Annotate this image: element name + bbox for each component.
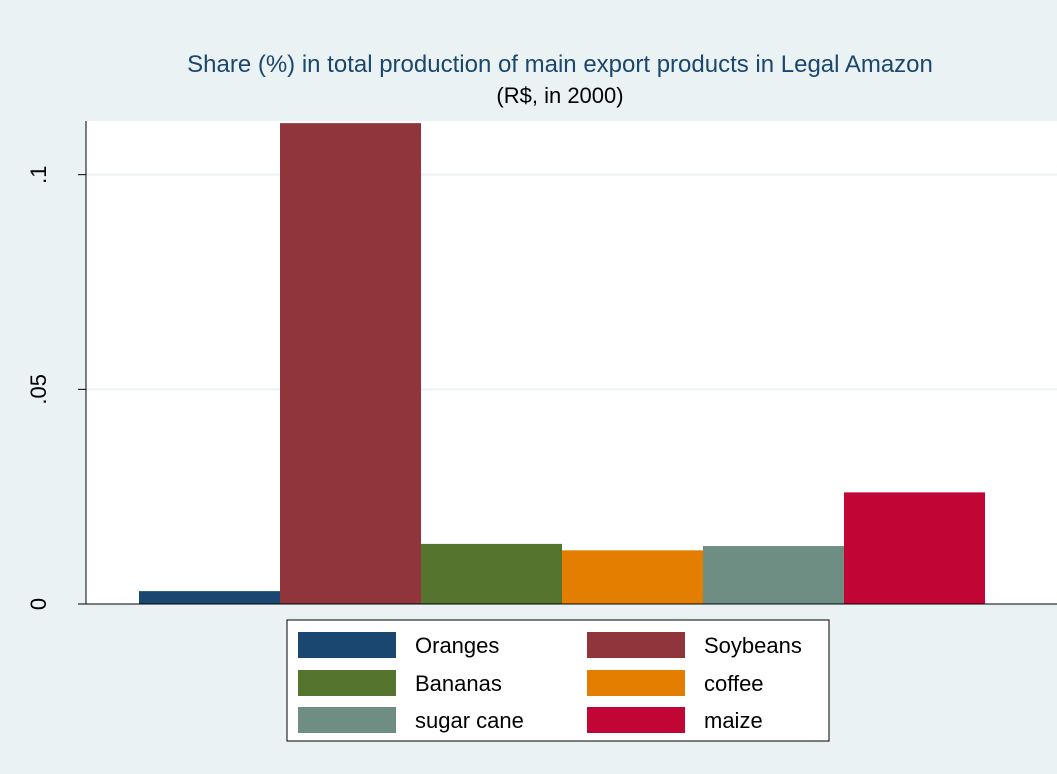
legend-swatch-soybeans xyxy=(587,632,685,658)
legend-label-sugar-cane: sugar cane xyxy=(415,708,524,733)
legend-label-oranges: Oranges xyxy=(415,633,499,658)
legend-swatch-bananas xyxy=(298,670,396,696)
legend-label-bananas: Bananas xyxy=(415,671,502,696)
gridlines xyxy=(86,173,1057,391)
legend-label-maize: maize xyxy=(704,708,763,733)
bar-maize xyxy=(844,492,985,604)
legend-label-coffee: coffee xyxy=(704,671,764,696)
y-tick-label: .1 xyxy=(26,165,51,183)
y-axis-ticks: 0 .05 .1 xyxy=(26,165,86,610)
y-tick-label: 0 xyxy=(26,598,51,610)
bar-coffee xyxy=(562,550,703,604)
legend-label-soybeans: Soybeans xyxy=(704,633,802,658)
y-tick-label: .05 xyxy=(26,374,51,405)
bar-bananas xyxy=(421,543,562,604)
bar-sugar-cane xyxy=(703,546,844,604)
chart-title: Share (%) in total production of main ex… xyxy=(187,51,933,78)
legend-swatch-sugar-cane xyxy=(298,707,396,733)
bars xyxy=(139,123,985,604)
bar-soybeans xyxy=(280,123,421,604)
bar-oranges xyxy=(139,591,280,604)
chart-subtitle: (R$, in 2000) xyxy=(496,83,623,108)
legend-swatch-oranges xyxy=(298,632,396,658)
legend-swatch-coffee xyxy=(587,670,685,696)
legend-swatch-maize xyxy=(587,707,685,733)
legend: Oranges Soybeans Bananas coffee sugar cane ma… xyxy=(286,619,830,742)
